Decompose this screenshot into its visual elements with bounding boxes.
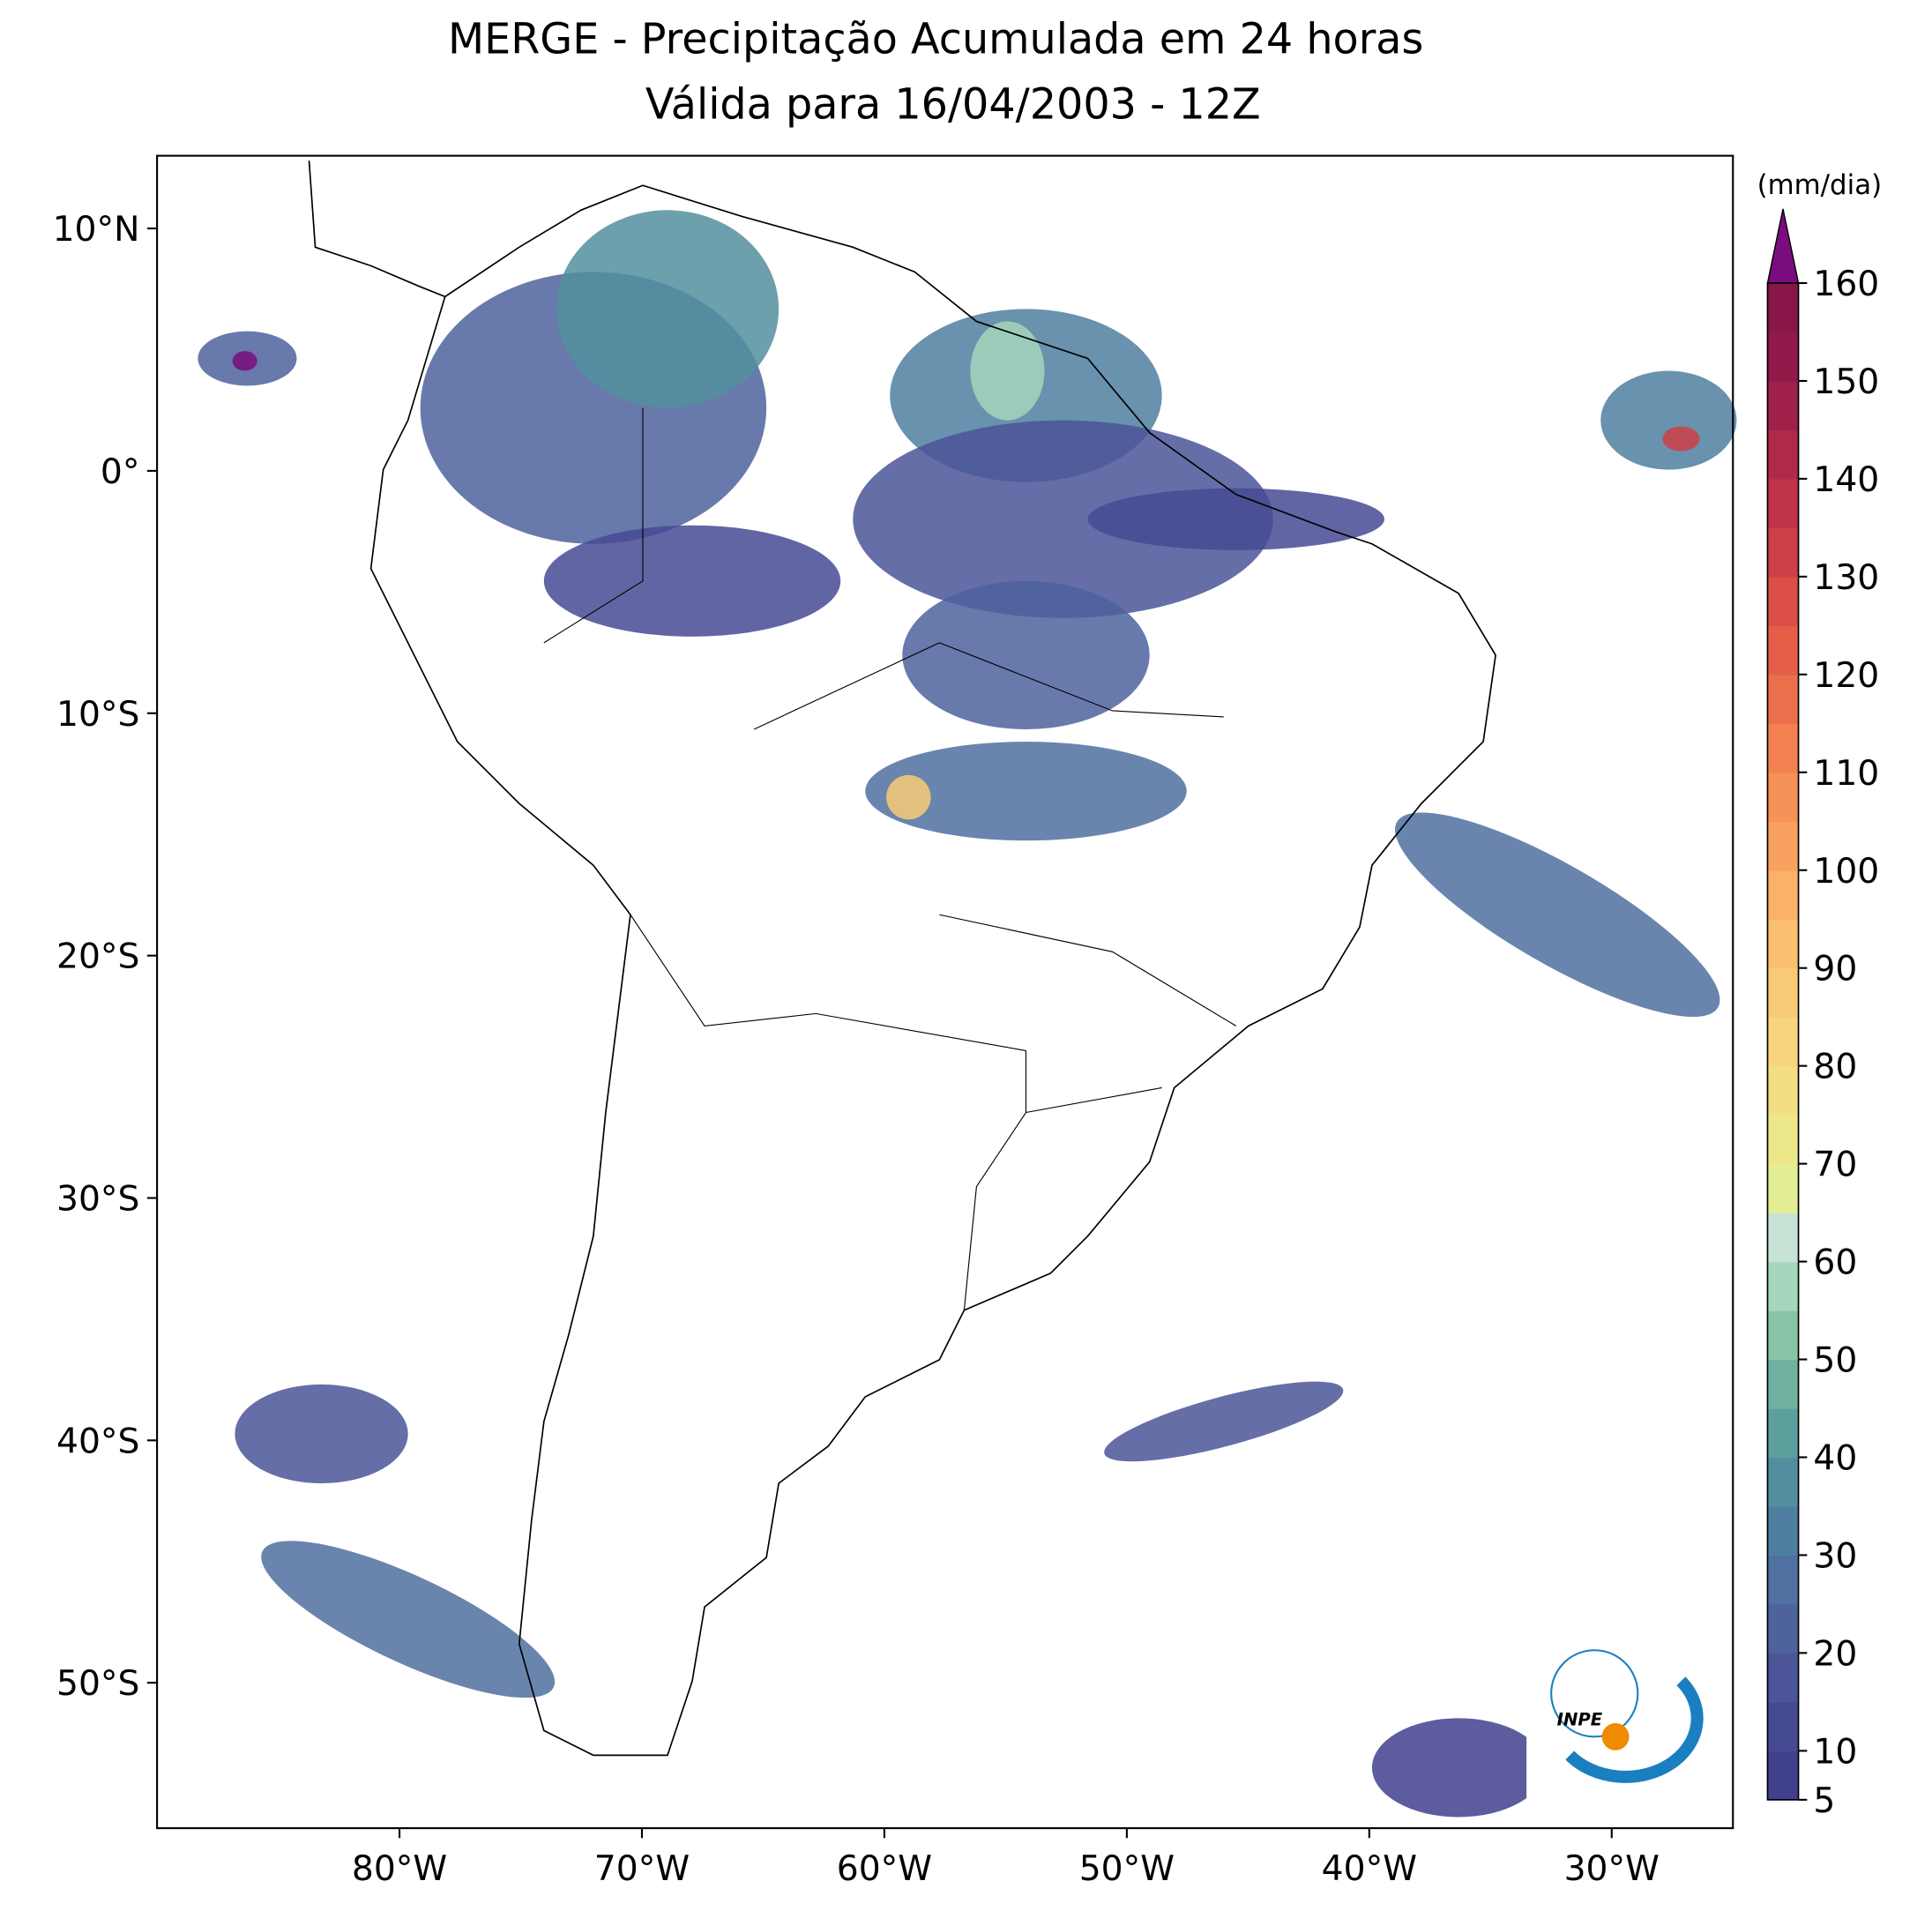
x-tick-label: 40°W — [1322, 1849, 1417, 1889]
colorbar-tick-label: 140 — [1813, 460, 1879, 500]
rain-area — [543, 525, 841, 637]
colorbar-tick-label: 130 — [1813, 558, 1879, 598]
logo-orbit — [1550, 1649, 1639, 1738]
coastline — [369, 184, 1496, 1757]
x-tick-label: 80°W — [352, 1849, 447, 1889]
rain-area — [261, 1541, 556, 1698]
colorbar-band — [1767, 723, 1799, 773]
colorbar-band — [1767, 429, 1799, 480]
y-tick-label: 30°S — [56, 1179, 139, 1219]
rain-area — [1394, 812, 1720, 1018]
rain-area — [1087, 488, 1384, 550]
y-tick-label: 10°S — [56, 695, 139, 735]
rain-area — [232, 351, 257, 371]
colorbar-tick-label: 20 — [1813, 1634, 1857, 1674]
x-tick-label: 50°W — [1079, 1849, 1175, 1889]
rain-area — [235, 1384, 408, 1484]
colorbar-tick-label: 160 — [1813, 265, 1879, 304]
rain-area — [970, 321, 1045, 421]
rain-area — [865, 742, 1187, 841]
colorbar-band — [1767, 919, 1799, 969]
colorbar-band — [1767, 576, 1799, 627]
y-tick-label: 20°S — [56, 937, 139, 977]
logo: INPE — [1526, 1638, 1712, 1805]
rain-area — [1104, 1381, 1344, 1462]
colorbar-band — [1767, 772, 1799, 822]
rain-area — [902, 580, 1150, 729]
colorbar-band — [1767, 478, 1799, 529]
title-line-1: MERGE - Precipitação Acumulada em 24 hor… — [448, 15, 1423, 63]
rain-area — [556, 210, 780, 408]
title-line-2: Válida para 16/04/2003 - 12Z — [645, 81, 1261, 130]
colorbar-extend — [1766, 208, 1800, 284]
y-tick-label: 0° — [101, 452, 140, 492]
colorbar-tick-label: 40 — [1813, 1439, 1857, 1479]
colorbar-band — [1767, 674, 1799, 725]
colorbar-tick-label: 30 — [1813, 1536, 1857, 1576]
logo-sun — [1601, 1722, 1630, 1751]
x-tick-label: 60°W — [837, 1849, 932, 1889]
colorbar-band — [1767, 1017, 1799, 1067]
colorbar-tick-label: 50 — [1813, 1341, 1857, 1381]
logo-text: INPE — [1557, 1710, 1603, 1730]
precipitation — [198, 210, 1737, 1818]
y-tick-label: 50°S — [56, 1664, 139, 1704]
colorbar-tick-label: 70 — [1813, 1146, 1857, 1185]
colorbar-band — [1767, 821, 1799, 871]
colorbar-tick-label: 100 — [1813, 852, 1879, 892]
colorbar-tick-label: 5 — [1813, 1781, 1835, 1821]
colorbar-tick-label: 80 — [1813, 1048, 1857, 1087]
colorbar-band — [1767, 332, 1799, 382]
rain-area — [1371, 1718, 1546, 1818]
y-tick-label: 40°S — [56, 1422, 139, 1461]
colorbar-band — [1767, 1115, 1799, 1165]
colorbar-band — [1767, 870, 1799, 920]
colorbar-band — [1767, 967, 1799, 1018]
colorbar-band — [1767, 1408, 1799, 1459]
colorbar-band — [1767, 1701, 1799, 1752]
colorbar-tick-label: 10 — [1813, 1732, 1857, 1772]
colorbar-tick-label: 90 — [1813, 950, 1857, 989]
colorbar-tick-label: 60 — [1813, 1243, 1857, 1283]
map: INPE — [156, 154, 1737, 1830]
colorbar-band — [1767, 1653, 1799, 1703]
colorbar-band — [1767, 1065, 1799, 1116]
colorbar-band — [1767, 1163, 1799, 1213]
map-frame — [156, 154, 1734, 1830]
colorbar-band — [1767, 1555, 1799, 1605]
colorbar-tick-label: 110 — [1813, 754, 1879, 794]
colorbar-band — [1767, 380, 1799, 431]
colorbar-band — [1767, 625, 1799, 676]
colorbar-band — [1767, 527, 1799, 578]
rain-area — [1662, 426, 1700, 452]
colorbar-band — [1767, 1310, 1799, 1361]
colorbar-band — [1767, 1457, 1799, 1507]
y-tick-label: 10°N — [53, 210, 140, 250]
colorbar-frame — [1766, 282, 1800, 1801]
colorbar-band — [1767, 1261, 1799, 1311]
colorbar-band — [1767, 1359, 1799, 1409]
colorbar-band — [1767, 1603, 1799, 1654]
x-tick-label: 70°W — [594, 1849, 690, 1889]
rain-area — [886, 774, 931, 820]
coastline — [308, 160, 446, 298]
colorbar-label: (mm/dia) — [1757, 169, 1883, 201]
colorbar-band — [1767, 282, 1799, 333]
logo-arc — [1565, 1676, 1704, 1783]
rain-area — [1600, 370, 1737, 470]
x-tick-label: 30°W — [1564, 1849, 1660, 1889]
border — [543, 407, 1237, 1310]
rain-area — [853, 420, 1273, 618]
colorbar-band — [1767, 1751, 1799, 1801]
colorbar-band — [1767, 1505, 1799, 1556]
colorbar-tick-label: 150 — [1813, 362, 1879, 402]
colorbar-band — [1767, 1213, 1799, 1263]
colorbar-tick-label: 120 — [1813, 656, 1879, 696]
